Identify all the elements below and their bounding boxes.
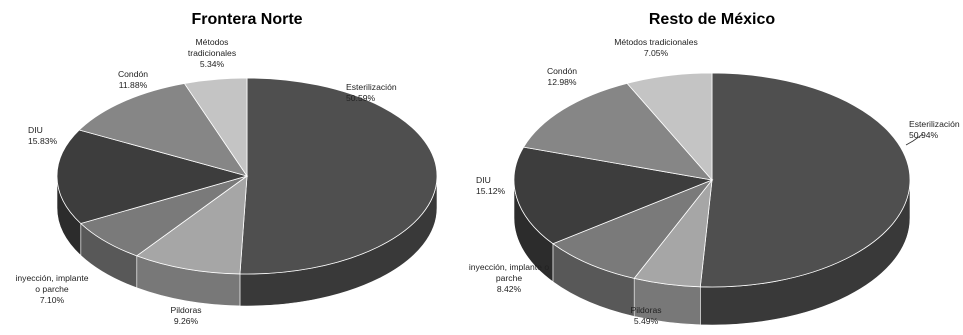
pie-slice-pildoras	[135, 175, 248, 275]
slice-label-diu: DIU 15.12%	[476, 175, 506, 196]
pie-chart-resto-de-mexico: Resto de México Esterilización 50.94% Pildo…	[469, 11, 960, 326]
slice-label-condon: Condón 11.88%	[118, 69, 148, 90]
slice-label-condon: Condón 12.98%	[547, 66, 577, 87]
pie-slice-metodos-tradicionales	[183, 77, 248, 178]
pie-slice-esterilizacion	[699, 72, 911, 288]
pie-slice-condon	[522, 82, 714, 181]
slice-label-diu: DIU 15.83%	[28, 125, 58, 146]
pie-slice-diu	[513, 146, 714, 245]
slice-label-metodos-tradicionales: Métodos tradicionales 7.05%	[614, 37, 698, 58]
leader-line	[905, 133, 924, 146]
slice-label-inyeccion-implante-o-parche: inyección, implante o parche 8.42%	[469, 262, 549, 294]
slice-label-pildoras: Pildoras 5.49%	[630, 305, 661, 326]
pie-slice-condon	[78, 83, 248, 177]
slice-label-esterilizacion: Esterilización 50.94%	[909, 119, 960, 140]
slice-label-metodos-tradicionales: Métodos tradicionales 5.34%	[188, 37, 236, 69]
pie-chart-frontera-norte: Frontera Norte Esterilización 50.59% Pildor…	[15, 11, 438, 326]
chart-title: Frontera Norte	[191, 11, 302, 28]
pie-slice-inyeccion-implante-o-parche	[552, 179, 714, 279]
slice-label-pildoras: Pildoras 9.26%	[170, 305, 201, 326]
slice-label-esterilizacion: Esterilización 50.59%	[346, 82, 397, 103]
slice-label-inyeccion-implante-o-parche: inyección, implante o parche 7.10%	[15, 273, 88, 305]
chart-title: Resto de México	[649, 11, 775, 28]
pie-slice-metodos-tradicionales	[626, 72, 713, 182]
pie-slice-esterilizacion	[239, 77, 438, 275]
pie-slice-diu	[56, 129, 249, 224]
